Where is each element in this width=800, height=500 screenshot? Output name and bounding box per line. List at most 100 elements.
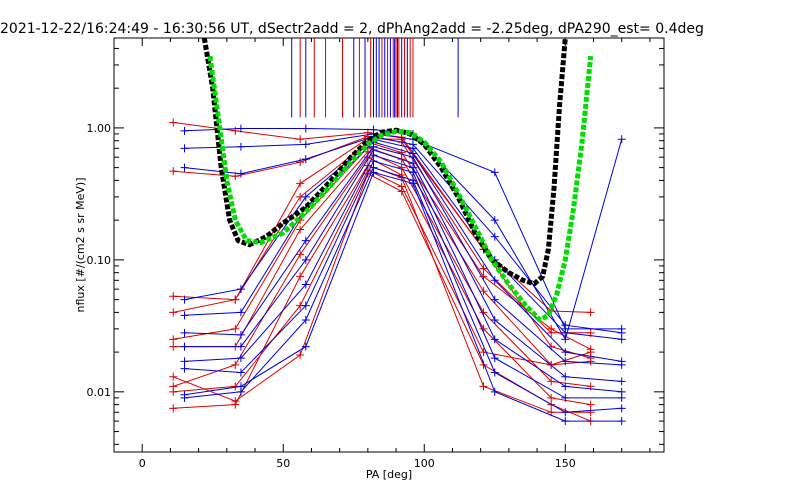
data-point-blue xyxy=(490,335,499,344)
data-point-blue xyxy=(301,316,310,325)
data-point-blue xyxy=(301,301,310,310)
series-line-blue xyxy=(184,135,622,334)
data-point-red xyxy=(169,118,178,127)
y-tick-label: 0.01 xyxy=(87,386,112,399)
data-point-blue xyxy=(490,276,499,285)
y-tick-label: 0.10 xyxy=(87,254,112,267)
series-line-red xyxy=(173,169,591,393)
data-point-blue xyxy=(490,232,499,241)
data-point-blue xyxy=(617,393,626,402)
data-point-red xyxy=(547,324,556,333)
data-point-blue xyxy=(490,387,499,396)
data-point-red xyxy=(169,387,178,396)
data-point-red xyxy=(586,357,595,366)
data-point-blue xyxy=(180,357,189,366)
x-tick-label: 50 xyxy=(276,457,290,470)
plot-frame xyxy=(113,37,665,453)
data-point-blue xyxy=(236,342,245,351)
data-point-red xyxy=(231,397,240,406)
series-line-blue xyxy=(184,149,622,382)
data-point-blue xyxy=(180,163,189,172)
data-point-red xyxy=(231,324,240,333)
data-point-red xyxy=(231,126,240,135)
fit-curve-green xyxy=(207,55,594,323)
data-point-blue xyxy=(617,335,626,344)
data-point-red xyxy=(296,272,305,281)
data-point-blue xyxy=(617,377,626,386)
data-point-blue xyxy=(301,280,310,289)
data-point-blue xyxy=(561,408,570,417)
series-line-blue xyxy=(184,138,622,340)
data-point-red xyxy=(231,360,240,369)
data-point-blue xyxy=(369,168,378,177)
data-point-blue xyxy=(236,382,245,391)
data-point-blue xyxy=(236,285,245,294)
x-tick-label: 150 xyxy=(555,457,576,470)
data-point-red xyxy=(586,308,595,317)
data-point-blue xyxy=(617,135,626,144)
data-point-blue xyxy=(236,124,245,133)
data-point-blue xyxy=(180,295,189,304)
data-point-red xyxy=(296,351,305,360)
data-point-blue xyxy=(301,255,310,264)
data-point-blue xyxy=(490,368,499,377)
data-point-red xyxy=(296,158,305,167)
data-point-blue xyxy=(561,321,570,330)
data-point-blue xyxy=(561,328,570,337)
data-point-blue xyxy=(617,360,626,369)
series-line-blue xyxy=(184,133,622,330)
data-point-red xyxy=(169,342,178,351)
data-point-red xyxy=(479,264,488,273)
data-point-blue xyxy=(180,144,189,153)
data-point-blue xyxy=(301,140,310,149)
data-point-blue xyxy=(301,236,310,245)
series-line-blue xyxy=(184,160,622,399)
chart-title: 2021-12-22/16:24:49 - 16:30:56 UT, dSect… xyxy=(0,21,704,37)
data-point-red xyxy=(479,382,488,391)
series-line-blue xyxy=(184,146,622,366)
data-point-blue xyxy=(561,348,570,357)
data-point-blue xyxy=(180,328,189,337)
data-point-red xyxy=(397,187,406,196)
data-point-red xyxy=(479,287,488,296)
data-point-blue xyxy=(561,393,570,402)
x-tick-label: 100 xyxy=(414,457,435,470)
data-point-red xyxy=(169,372,178,381)
data-point-red xyxy=(547,393,556,402)
data-point-red xyxy=(547,377,556,386)
x-axis-label: PA [deg] xyxy=(366,468,412,481)
series-line-blue xyxy=(184,171,622,422)
data-point-blue xyxy=(617,417,626,426)
data-point-blue xyxy=(301,155,310,164)
data-point-blue xyxy=(490,295,499,304)
series-line-red xyxy=(173,156,591,406)
data-point-blue xyxy=(301,124,310,133)
data-point-red xyxy=(296,179,305,188)
data-point-blue xyxy=(180,342,189,351)
data-point-blue xyxy=(408,179,417,188)
data-point-blue xyxy=(561,357,570,366)
x-tick-label: 0 xyxy=(139,457,146,470)
data-point-red xyxy=(296,135,305,144)
data-point-blue xyxy=(408,168,417,177)
data-point-red xyxy=(169,335,178,344)
data-point-blue xyxy=(490,354,499,363)
data-point-blue xyxy=(236,169,245,178)
data-point-blue xyxy=(180,390,189,399)
data-point-red xyxy=(169,404,178,413)
data-point-blue xyxy=(561,382,570,391)
data-point-blue xyxy=(561,372,570,381)
data-point-blue xyxy=(490,316,499,325)
data-point-blue xyxy=(301,342,310,351)
data-point-blue xyxy=(180,126,189,135)
data-point-red xyxy=(169,308,178,317)
data-point-red xyxy=(397,163,406,172)
data-point-blue xyxy=(617,404,626,413)
data-point-blue xyxy=(236,142,245,151)
data-point-red xyxy=(586,408,595,417)
data-point-blue xyxy=(180,311,189,320)
data-point-blue xyxy=(180,364,189,373)
data-point-blue xyxy=(236,354,245,363)
data-point-red xyxy=(231,172,240,181)
